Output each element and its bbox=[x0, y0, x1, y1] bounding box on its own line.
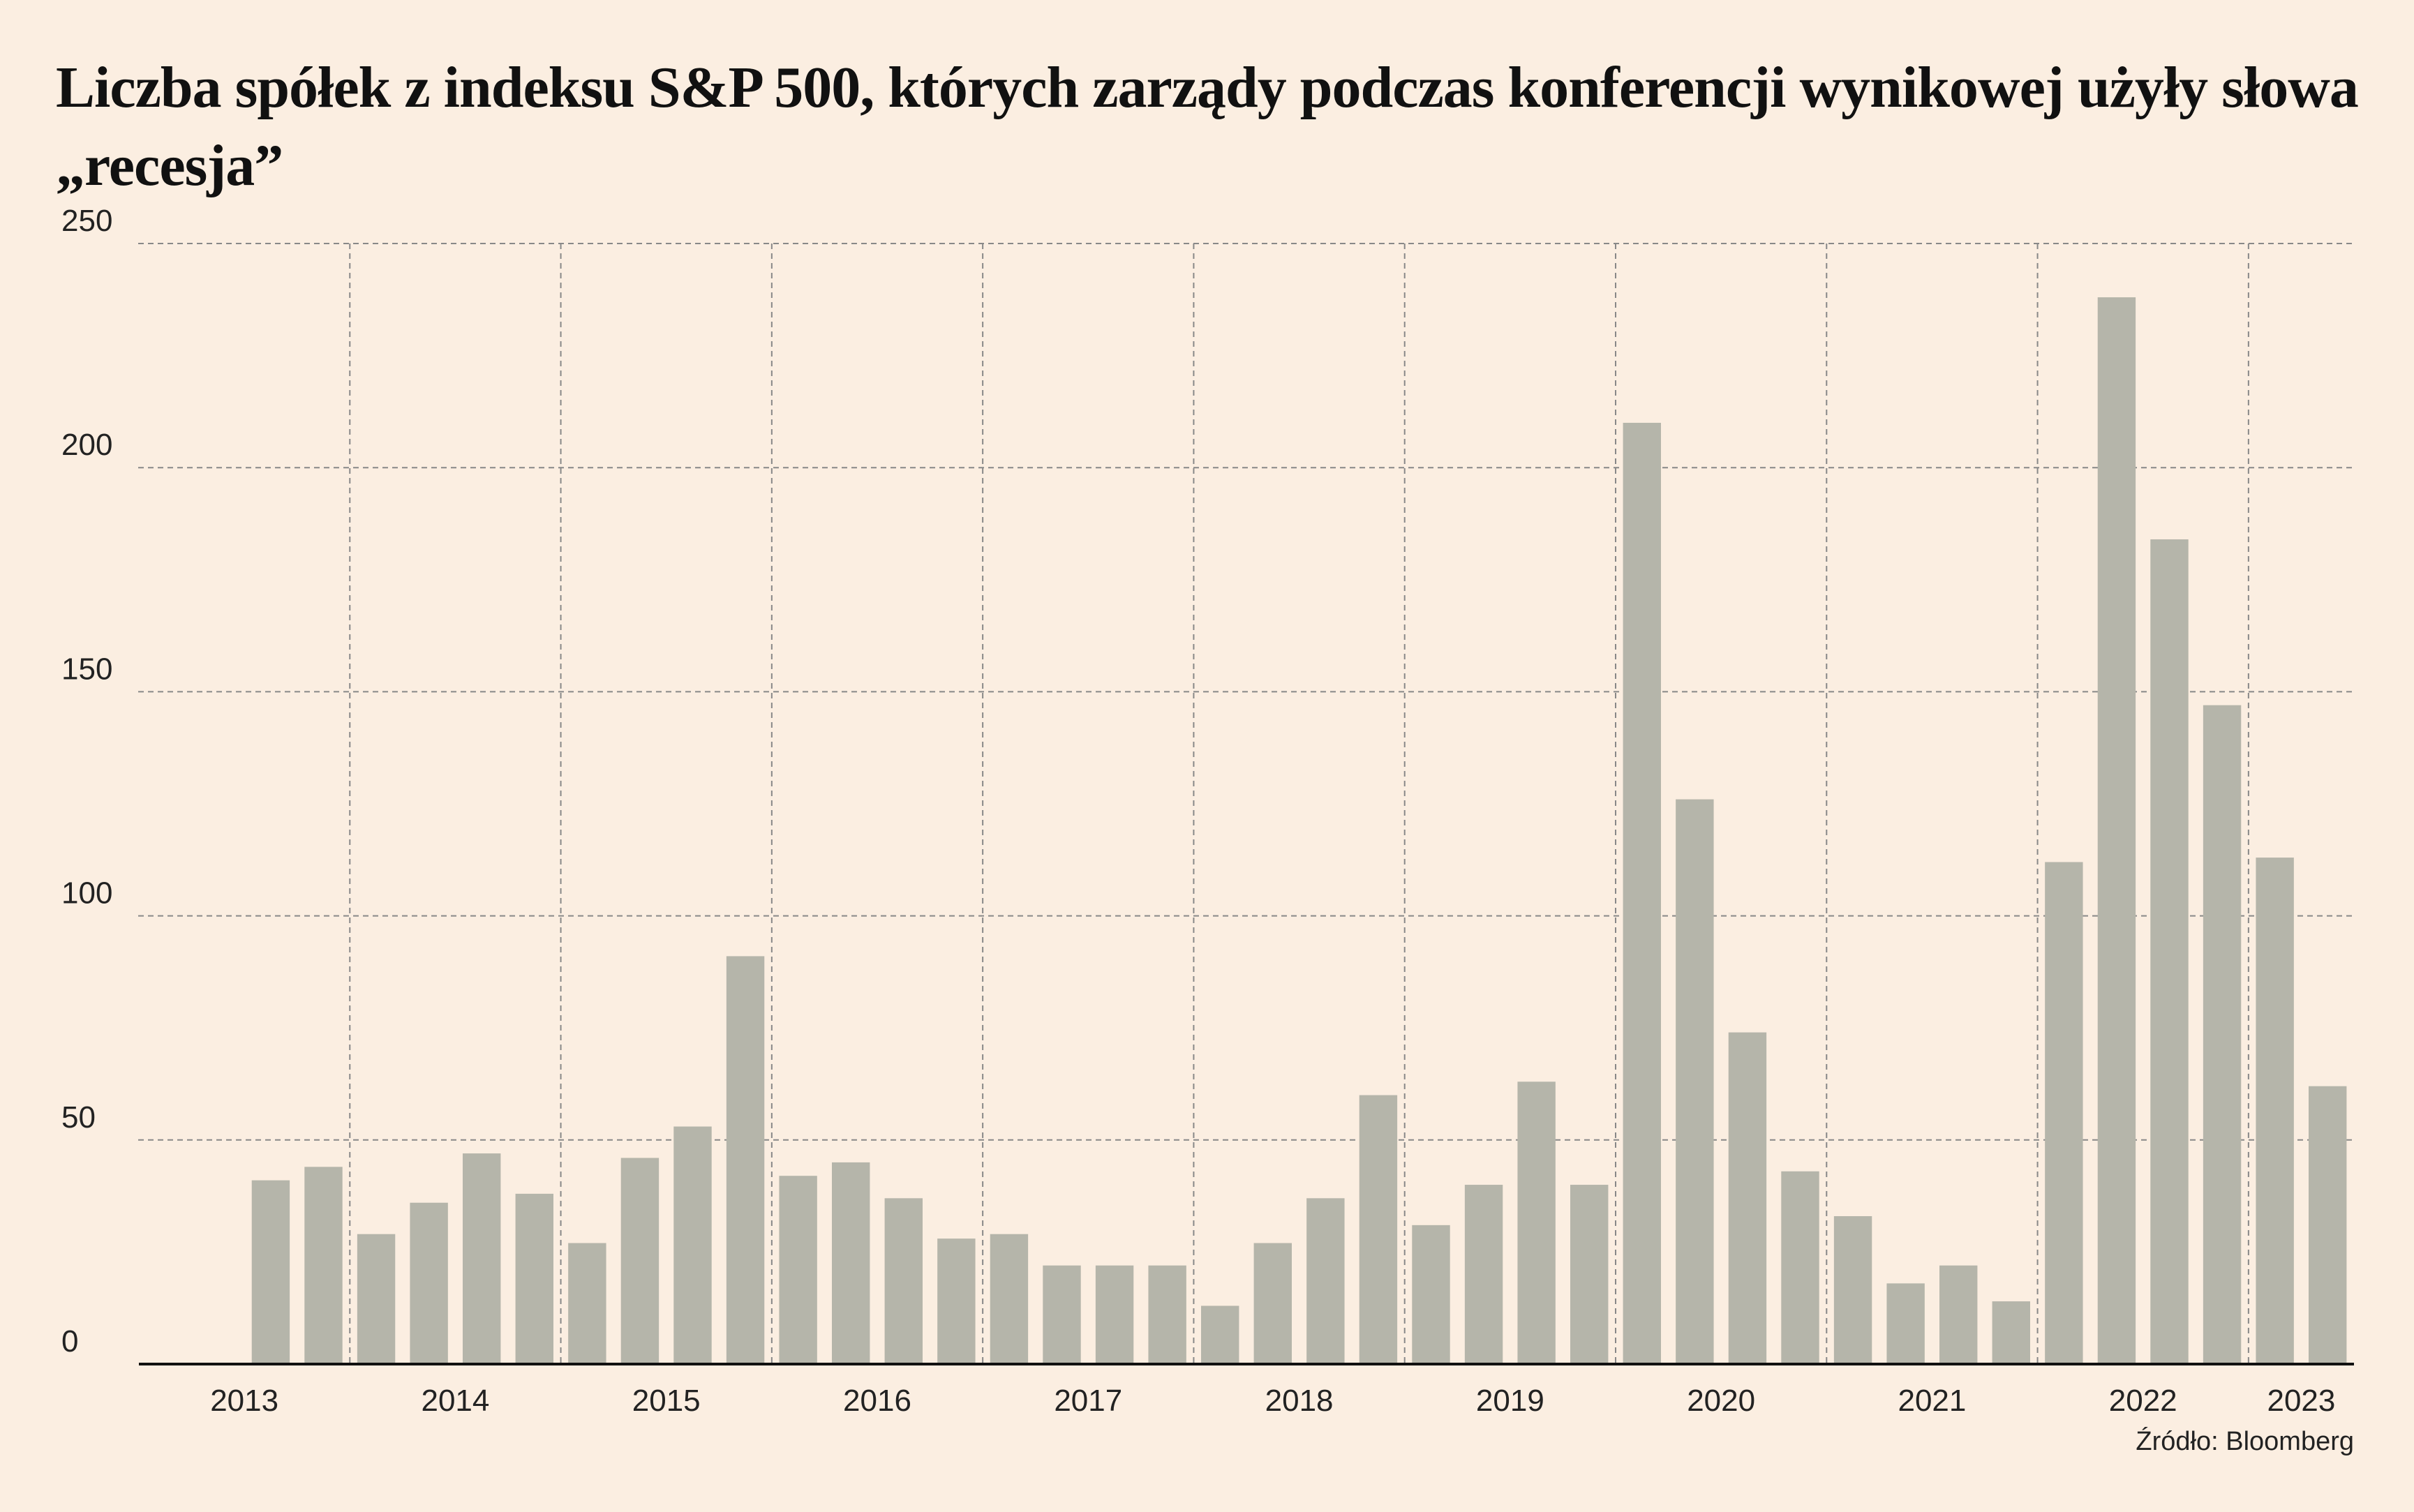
y-tick-label: 150 bbox=[61, 652, 112, 686]
bar bbox=[1623, 422, 1661, 1365]
source: Źródło: Bloomberg bbox=[2136, 1426, 2354, 1456]
bar bbox=[620, 1158, 660, 1364]
bar bbox=[2150, 539, 2189, 1364]
x-tick-label: 2014 bbox=[421, 1384, 489, 1418]
bar bbox=[463, 1153, 501, 1364]
bar bbox=[568, 1243, 606, 1364]
bar bbox=[1886, 1283, 1925, 1364]
bar bbox=[1464, 1185, 1503, 1364]
bar bbox=[304, 1167, 343, 1364]
x-tick-label: 2022 bbox=[2109, 1384, 2177, 1418]
bar bbox=[673, 1126, 712, 1364]
bar bbox=[1359, 1095, 1398, 1364]
bar bbox=[1148, 1265, 1186, 1364]
bar bbox=[1253, 1243, 1292, 1364]
bar bbox=[1517, 1081, 1556, 1364]
bar bbox=[1992, 1301, 2030, 1364]
bar bbox=[2309, 1086, 2347, 1364]
bar bbox=[1306, 1198, 1345, 1364]
bar bbox=[2203, 705, 2242, 1364]
bar bbox=[990, 1234, 1029, 1364]
x-tick-label: 2013 bbox=[210, 1384, 278, 1418]
bar bbox=[357, 1234, 396, 1364]
bar bbox=[251, 1180, 290, 1364]
bar bbox=[1043, 1265, 1081, 1364]
bar bbox=[2045, 862, 2083, 1364]
x-tick-label: 2016 bbox=[843, 1384, 911, 1418]
bar bbox=[726, 956, 765, 1364]
y-tick-label: 200 bbox=[61, 428, 112, 462]
x-tick-label: 2020 bbox=[1687, 1384, 1755, 1418]
x-tick-label: 2023 bbox=[2267, 1384, 2335, 1418]
y-tick-label: 100 bbox=[61, 876, 112, 911]
bar bbox=[1833, 1216, 1872, 1364]
x-tick-label: 2018 bbox=[1265, 1384, 1334, 1418]
bar bbox=[937, 1238, 976, 1364]
y-tick-label: 250 bbox=[61, 204, 112, 238]
bar bbox=[1570, 1185, 1609, 1364]
bar bbox=[2097, 297, 2136, 1364]
bar bbox=[515, 1193, 553, 1364]
bar bbox=[410, 1202, 448, 1364]
bar bbox=[832, 1162, 870, 1364]
bar bbox=[1676, 799, 1714, 1364]
bar bbox=[1728, 1032, 1767, 1364]
bar bbox=[1095, 1265, 1134, 1364]
x-tick-label: 2017 bbox=[1054, 1384, 1122, 1418]
bar bbox=[1781, 1171, 1819, 1364]
bar bbox=[1939, 1265, 1978, 1364]
bar bbox=[1412, 1225, 1450, 1364]
bar bbox=[884, 1198, 923, 1364]
x-tick-label: 2021 bbox=[1898, 1384, 1966, 1418]
x-tick-label: 2015 bbox=[632, 1384, 701, 1418]
bar bbox=[2256, 858, 2294, 1364]
y-tick-label: 0 bbox=[61, 1324, 78, 1358]
y-tick-label: 50 bbox=[61, 1100, 96, 1135]
bar bbox=[779, 1176, 817, 1364]
bar bbox=[1201, 1305, 1239, 1364]
x-tick-label: 2019 bbox=[1476, 1384, 1544, 1418]
chart-title: Liczba spółek z indeksu S&P 500, których… bbox=[56, 55, 2359, 198]
